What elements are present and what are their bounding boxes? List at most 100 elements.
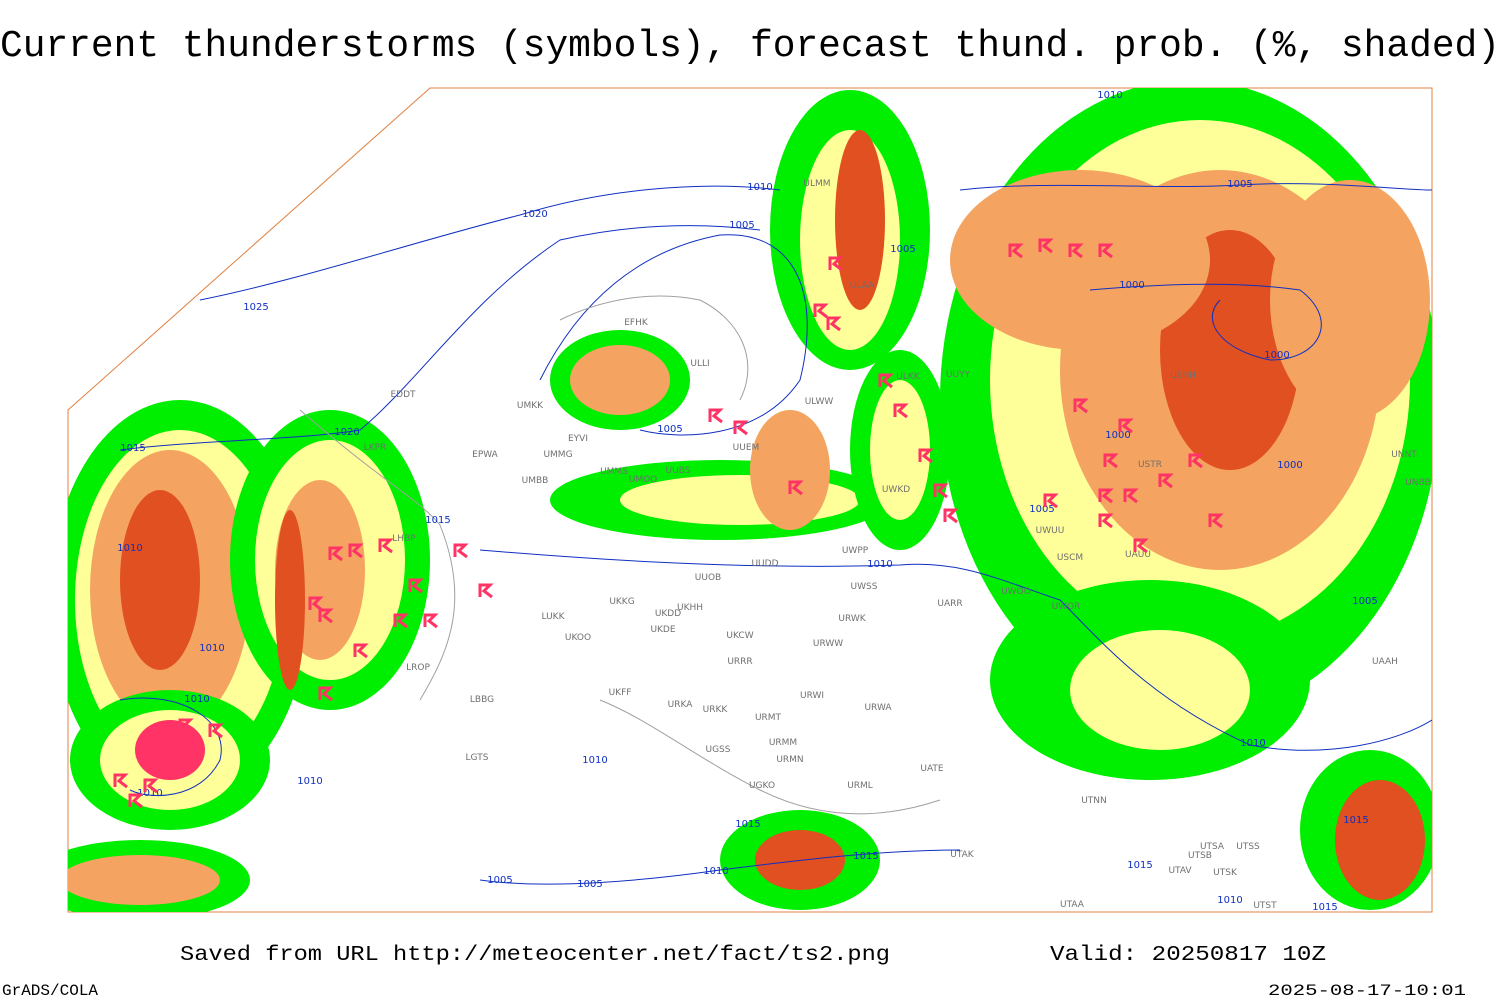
- station-label: UNBB: [1405, 478, 1431, 488]
- isobar: [539, 234, 808, 436]
- station-label: UTAA: [1060, 900, 1085, 910]
- storm-symbol: [1188, 453, 1204, 469]
- isobar: [1089, 283, 1322, 361]
- storm-symbol: [318, 686, 334, 702]
- isobar-label: 1005: [577, 879, 602, 890]
- station-label: URMM: [769, 738, 797, 748]
- station-label: UWOR: [1052, 602, 1081, 612]
- isobar-label: 1015: [1312, 902, 1337, 913]
- station-label: LBBG: [470, 695, 494, 705]
- station-label: UTNN: [1081, 796, 1107, 806]
- isobar-label: 1000: [1105, 430, 1130, 441]
- storm-symbol: [1098, 488, 1114, 504]
- station-label: UKKG: [609, 597, 634, 607]
- shaded-area: [275, 510, 305, 690]
- station-label: URML: [847, 781, 873, 791]
- isobar-label: 1015: [853, 851, 878, 862]
- title: Current thunderstorms (symbols), forecas…: [0, 25, 1500, 68]
- storm-symbol: [1073, 398, 1089, 414]
- station-label: URWI: [800, 691, 824, 701]
- isobar: [119, 225, 761, 451]
- station-label: URKA: [668, 700, 694, 710]
- isobar-label: 1025: [243, 302, 268, 313]
- isobar-label: 1015: [120, 443, 145, 454]
- station-label: ULKK: [896, 372, 921, 382]
- station-label: UKCW: [726, 631, 753, 641]
- station-label: UMBB: [522, 476, 549, 486]
- isobar-label: 1010: [199, 643, 224, 654]
- shaded-area: [120, 490, 200, 670]
- storm-symbol: [408, 578, 424, 594]
- station-label: EYVI: [568, 434, 588, 444]
- isobar-label: 1005: [729, 220, 754, 231]
- storm-symbol: [708, 408, 724, 424]
- software: GrADS/COLA: [2, 982, 98, 1000]
- station-label: UKFF: [609, 688, 632, 698]
- storm-symbols: [113, 238, 1224, 809]
- storm-symbol: [943, 508, 959, 524]
- station-label: UTSB: [1188, 851, 1212, 861]
- station-label: URMN: [776, 755, 803, 765]
- station-label: UTSK: [1213, 868, 1238, 878]
- isobar-label: 1005: [657, 424, 682, 435]
- storm-symbol: [393, 613, 409, 629]
- isobar: [199, 185, 781, 301]
- shaded-area: [870, 380, 930, 520]
- storm-symbol: [826, 316, 842, 332]
- station-label: URRR: [727, 657, 752, 667]
- station-label: UWOO: [1001, 587, 1031, 597]
- station-label: UUBS: [666, 466, 691, 476]
- coastline: [599, 699, 941, 815]
- station-label: UUOB: [695, 573, 721, 583]
- isobar-label: 1005: [890, 244, 915, 255]
- station-label: UTST: [1253, 901, 1277, 911]
- isobar-label: 1010: [117, 543, 142, 554]
- storm-symbol: [453, 543, 469, 559]
- storm-symbol: [1098, 243, 1114, 259]
- storm-symbol: [328, 546, 344, 562]
- isobar-label: 1010: [297, 776, 322, 787]
- storm-symbol: [143, 778, 159, 794]
- isobar-label: 1020: [334, 427, 359, 438]
- shaded-area: [1270, 180, 1430, 420]
- station-label: EPWA: [472, 450, 499, 460]
- station-label: UWKD: [882, 485, 910, 495]
- storm-symbol: [318, 608, 334, 624]
- source-url: Saved from URL http://meteocenter.net/fa…: [180, 944, 890, 967]
- isobar-label: 1010: [582, 755, 607, 766]
- storm-symbol: [733, 420, 749, 436]
- station-label: EDDT: [390, 390, 416, 400]
- station-label: USHH: [1170, 371, 1196, 381]
- storm-symbol: [1123, 488, 1139, 504]
- station-label: UARR: [937, 599, 962, 609]
- station-label: LUKK: [542, 612, 566, 622]
- storm-symbol: [1118, 418, 1134, 434]
- isobar-label: 1010: [747, 182, 772, 193]
- station-label: ULMM: [803, 179, 830, 189]
- storm-symbol: [1038, 238, 1054, 254]
- station-label: USTR: [1138, 460, 1162, 470]
- isobar-label: 1010: [1240, 738, 1265, 749]
- storm-symbol: [423, 613, 439, 629]
- storm-symbol: [478, 583, 494, 599]
- station-label: UMKK: [517, 401, 544, 411]
- storm-symbol: [1103, 453, 1119, 469]
- storm-symbol: [1208, 513, 1224, 529]
- isobar-label: 1010: [184, 694, 209, 705]
- station-label: UUYY: [946, 370, 971, 380]
- station-label: UATE: [920, 764, 944, 774]
- shaded-area: [1335, 780, 1425, 900]
- storm-symbol: [933, 483, 949, 499]
- station-label: UTAV: [1168, 866, 1192, 876]
- isobar-label: 1015: [1127, 860, 1152, 871]
- storm-symbol: [828, 256, 844, 272]
- station-label: UKDE: [650, 625, 675, 635]
- isobar-label: 1005: [1029, 504, 1054, 515]
- station-label: UMOO: [629, 475, 658, 485]
- station-label: ULAA: [850, 281, 875, 291]
- station-label: UKDD: [655, 609, 681, 619]
- station-label: LGTS: [466, 753, 489, 763]
- station-label: UUEM: [733, 443, 760, 453]
- station-label: ULLI: [690, 359, 709, 369]
